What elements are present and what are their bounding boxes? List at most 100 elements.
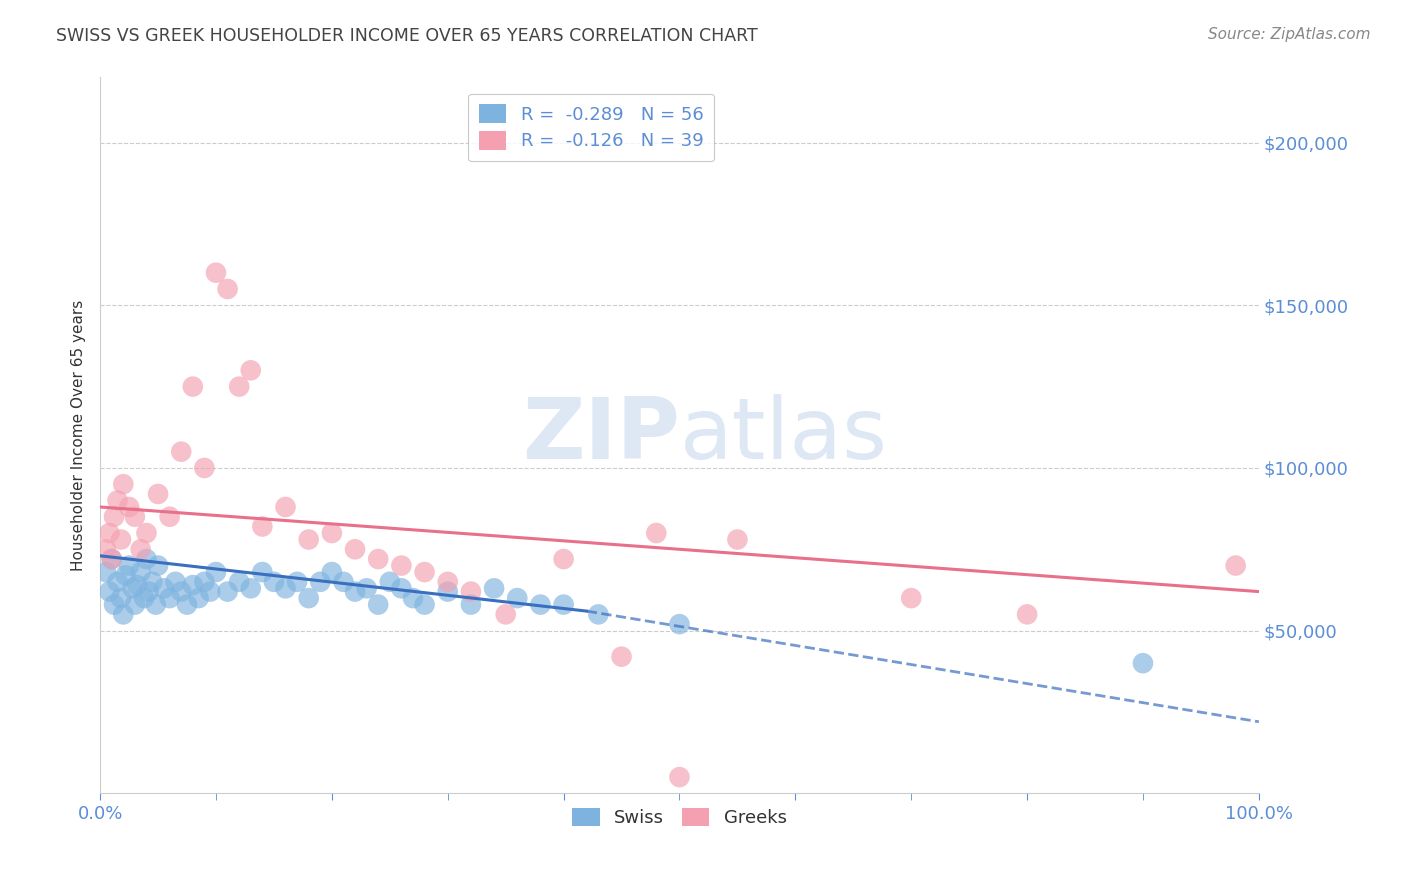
Point xyxy=(588,607,610,622)
Point xyxy=(1132,656,1154,670)
Point xyxy=(506,591,529,606)
Point xyxy=(118,500,141,514)
Point xyxy=(668,617,690,632)
Point xyxy=(321,565,343,579)
Point xyxy=(321,526,343,541)
Point xyxy=(146,487,169,501)
Point xyxy=(252,519,274,533)
Point xyxy=(103,598,125,612)
Point xyxy=(98,584,121,599)
Point xyxy=(135,526,157,541)
Point xyxy=(239,582,262,596)
Point xyxy=(344,584,367,599)
Point xyxy=(200,584,222,599)
Point xyxy=(298,533,321,547)
Point xyxy=(193,574,215,589)
Point xyxy=(94,542,117,557)
Point xyxy=(228,574,250,589)
Point xyxy=(378,574,401,589)
Point xyxy=(263,574,285,589)
Point xyxy=(495,607,517,622)
Point xyxy=(107,493,129,508)
Point xyxy=(110,591,132,606)
Point xyxy=(645,526,668,541)
Point xyxy=(1225,558,1247,573)
Point xyxy=(170,444,193,458)
Point xyxy=(298,591,321,606)
Point xyxy=(165,574,187,589)
Point xyxy=(482,582,505,596)
Point xyxy=(610,649,633,664)
Point xyxy=(344,542,367,557)
Point xyxy=(436,574,458,589)
Point xyxy=(367,598,389,612)
Point xyxy=(193,461,215,475)
Point xyxy=(205,266,228,280)
Point xyxy=(181,578,204,592)
Point xyxy=(100,552,122,566)
Point xyxy=(239,363,262,377)
Point xyxy=(228,379,250,393)
Point xyxy=(1017,607,1039,622)
Point xyxy=(285,574,308,589)
Point xyxy=(134,591,156,606)
Point xyxy=(103,509,125,524)
Point xyxy=(118,558,141,573)
Point xyxy=(159,509,181,524)
Point xyxy=(553,598,575,612)
Point xyxy=(129,542,152,557)
Point xyxy=(145,598,167,612)
Text: Source: ZipAtlas.com: Source: ZipAtlas.com xyxy=(1208,27,1371,42)
Point xyxy=(252,565,274,579)
Point xyxy=(389,558,412,573)
Legend: Swiss, Greeks: Swiss, Greeks xyxy=(565,801,794,834)
Point xyxy=(205,565,228,579)
Point xyxy=(94,565,117,579)
Point xyxy=(217,584,239,599)
Point xyxy=(124,509,146,524)
Point xyxy=(100,552,122,566)
Point xyxy=(141,574,163,589)
Point xyxy=(460,584,482,599)
Text: ZIP: ZIP xyxy=(522,394,679,477)
Point xyxy=(187,591,209,606)
Point xyxy=(112,477,135,491)
Point xyxy=(436,584,458,599)
Point xyxy=(138,584,160,599)
Point xyxy=(274,500,297,514)
Point xyxy=(668,770,690,784)
Point xyxy=(146,558,169,573)
Point xyxy=(900,591,922,606)
Point xyxy=(176,598,198,612)
Point xyxy=(553,552,575,566)
Point xyxy=(217,282,239,296)
Point xyxy=(309,574,332,589)
Point xyxy=(121,582,143,596)
Point xyxy=(98,526,121,541)
Point xyxy=(159,591,181,606)
Point xyxy=(170,584,193,599)
Point xyxy=(332,574,354,589)
Point xyxy=(529,598,551,612)
Point xyxy=(389,582,412,596)
Point xyxy=(367,552,389,566)
Point xyxy=(110,533,132,547)
Point xyxy=(413,565,436,579)
Point xyxy=(135,552,157,566)
Point xyxy=(153,582,176,596)
Point xyxy=(181,379,204,393)
Point xyxy=(402,591,425,606)
Text: atlas: atlas xyxy=(679,394,887,477)
Text: SWISS VS GREEK HOUSEHOLDER INCOME OVER 65 YEARS CORRELATION CHART: SWISS VS GREEK HOUSEHOLDER INCOME OVER 6… xyxy=(56,27,758,45)
Point xyxy=(129,565,152,579)
Point xyxy=(725,533,748,547)
Point xyxy=(114,568,136,582)
Point xyxy=(274,582,297,596)
Point xyxy=(124,598,146,612)
Point xyxy=(413,598,436,612)
Point xyxy=(112,607,135,622)
Point xyxy=(107,574,129,589)
Point xyxy=(460,598,482,612)
Point xyxy=(127,578,149,592)
Point xyxy=(356,582,378,596)
